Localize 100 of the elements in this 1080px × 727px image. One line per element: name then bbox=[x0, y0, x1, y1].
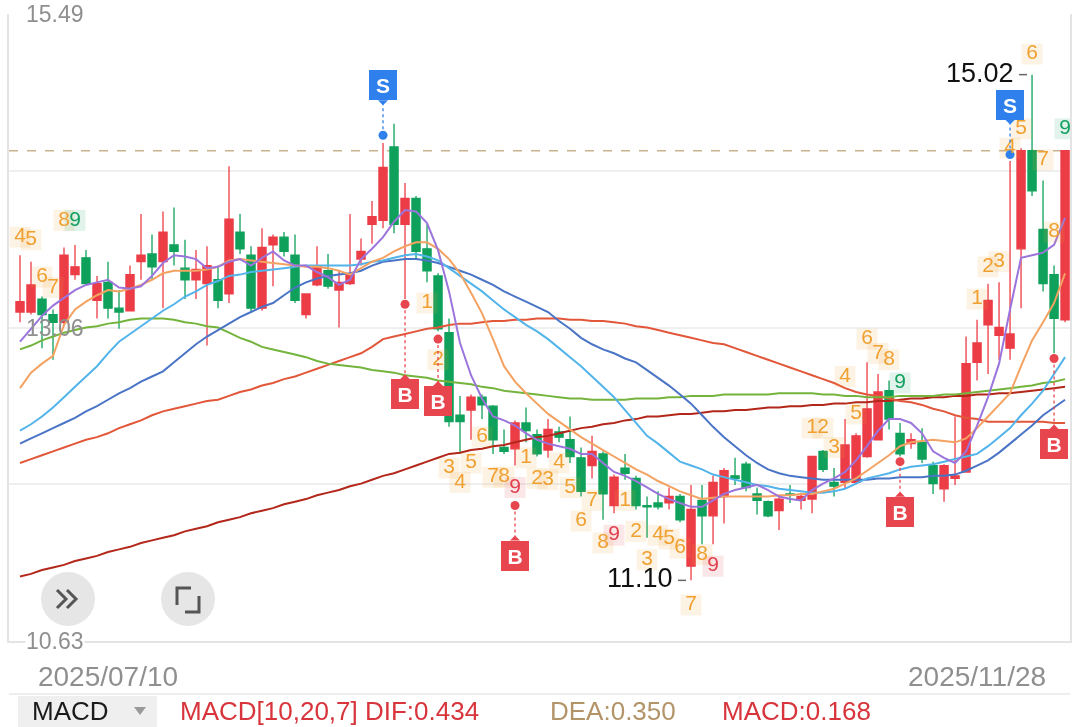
text: MACD:0.168 bbox=[722, 696, 871, 726]
y-tick-label: 10.63 bbox=[26, 628, 84, 654]
candlestick bbox=[686, 484, 696, 582]
series-label: 9 bbox=[69, 206, 81, 230]
text: 3 bbox=[542, 465, 554, 489]
text: 2 bbox=[630, 517, 642, 541]
candlestick bbox=[598, 450, 608, 521]
candlestick bbox=[928, 461, 938, 495]
series-label: 2 bbox=[432, 346, 444, 369]
candlestick bbox=[147, 233, 157, 281]
candlestick bbox=[268, 233, 278, 287]
candlestick bbox=[829, 467, 839, 498]
text: 2 bbox=[982, 253, 994, 277]
series-label: 7 bbox=[47, 273, 59, 297]
candlestick bbox=[917, 427, 927, 464]
text: 4 bbox=[553, 449, 565, 473]
text: 6 bbox=[36, 263, 48, 287]
data-label: S bbox=[375, 73, 391, 97]
text: 7 bbox=[685, 591, 697, 615]
x-tick-label: 2025/07/10 bbox=[37, 661, 179, 693]
text: 3 bbox=[641, 545, 653, 569]
series-label: 8 bbox=[58, 206, 70, 230]
candlestick bbox=[136, 213, 146, 281]
candlestick bbox=[235, 213, 245, 255]
text: 9 bbox=[509, 473, 521, 497]
candlestick bbox=[246, 245, 256, 313]
text: 4 bbox=[454, 468, 466, 492]
candlestick bbox=[609, 473, 619, 514]
candlestick bbox=[521, 406, 531, 443]
x-tick-label: 2025/11/28 bbox=[908, 661, 1047, 693]
y-tick-label: 15.49 bbox=[26, 1, 84, 27]
text: MACD bbox=[32, 696, 109, 726]
candlestick bbox=[818, 449, 828, 473]
text: 9 bbox=[894, 369, 906, 393]
point bbox=[400, 299, 410, 309]
candlestick bbox=[972, 319, 982, 382]
data-label: B bbox=[507, 544, 523, 568]
point bbox=[433, 334, 443, 344]
candlestick bbox=[1005, 160, 1015, 361]
text: 7 bbox=[487, 463, 499, 487]
candlestick bbox=[774, 495, 784, 531]
text: 1 bbox=[619, 486, 631, 510]
candlestick bbox=[224, 165, 234, 304]
candlestick bbox=[158, 210, 168, 309]
series-label: 6 bbox=[1026, 40, 1038, 64]
candlestick bbox=[565, 415, 575, 464]
text: 5 bbox=[564, 473, 576, 497]
text: 9 bbox=[608, 521, 620, 545]
text: 3 bbox=[828, 433, 840, 457]
text: 1 bbox=[520, 444, 532, 468]
candlestick bbox=[620, 453, 630, 481]
text: 8 bbox=[1048, 218, 1060, 242]
candlestick bbox=[279, 231, 289, 258]
candlestick bbox=[180, 239, 190, 300]
candlestick bbox=[433, 272, 443, 333]
series-label: 5 bbox=[25, 226, 37, 250]
text: DEA:0.350 bbox=[550, 696, 676, 726]
text: 6 bbox=[575, 507, 587, 531]
data-label: B bbox=[1046, 432, 1062, 456]
text: 4 bbox=[839, 362, 851, 386]
data-label: B bbox=[892, 500, 908, 524]
text: 4 bbox=[652, 521, 664, 545]
text: 8 bbox=[498, 463, 510, 487]
candlestick bbox=[1016, 147, 1026, 309]
text: 2 bbox=[817, 414, 829, 438]
annotation: 15.02 bbox=[946, 58, 1014, 88]
candlestick bbox=[125, 264, 135, 312]
text: 1 bbox=[971, 285, 983, 309]
point bbox=[1049, 353, 1059, 363]
text: 8 bbox=[597, 529, 609, 553]
text: 9 bbox=[1059, 115, 1071, 139]
text: MACD[10,20,7] DIF:0.434 bbox=[180, 696, 480, 726]
candlestick bbox=[983, 282, 993, 375]
series-label: 4 bbox=[14, 223, 27, 247]
text: 8 bbox=[696, 540, 708, 564]
series-label: 3 bbox=[443, 454, 455, 478]
text: 6 bbox=[476, 423, 488, 447]
candlestick bbox=[301, 293, 311, 320]
text: 6 bbox=[861, 325, 873, 349]
text: 3 bbox=[993, 247, 1005, 271]
text: 5 bbox=[850, 400, 862, 424]
data-label: B bbox=[430, 389, 446, 413]
candlestick bbox=[697, 484, 707, 545]
candlestick bbox=[895, 422, 905, 458]
candlestick bbox=[499, 428, 509, 455]
point bbox=[895, 457, 905, 467]
candlestick bbox=[994, 281, 1004, 361]
text: 7 bbox=[872, 339, 884, 363]
text: 7 bbox=[586, 486, 598, 510]
text: 6 bbox=[674, 534, 686, 558]
data-label: S bbox=[1002, 93, 1018, 117]
data-label: B bbox=[397, 382, 413, 406]
candlestick bbox=[466, 393, 476, 441]
candlestick bbox=[169, 206, 179, 267]
text: 5 bbox=[1015, 115, 1027, 139]
candlestick bbox=[1060, 150, 1070, 323]
candlestick bbox=[675, 493, 685, 523]
candlestick bbox=[81, 249, 91, 286]
text: 4 bbox=[1004, 134, 1016, 158]
text: 2 bbox=[531, 464, 543, 488]
